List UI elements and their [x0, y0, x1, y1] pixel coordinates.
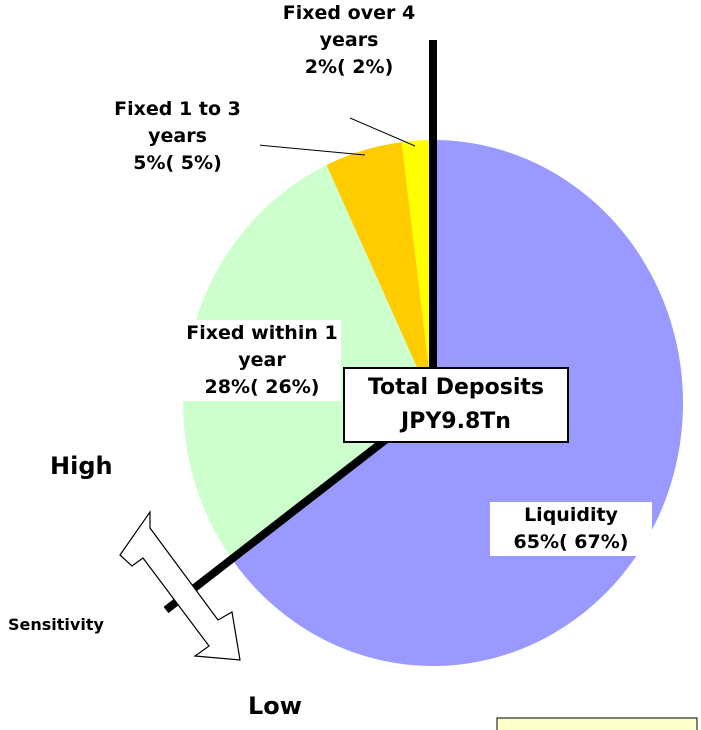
- pie-slice: [401, 140, 433, 403]
- legend-box: [496, 717, 698, 730]
- slice-label: Fixed within 1 year 28%( 26%): [183, 320, 341, 401]
- center-label: Total Deposits JPY9.8Tn: [343, 367, 569, 443]
- sensitivity-arrow: [119, 510, 241, 661]
- slice-label: Fixed over 4 years 2%( 2%): [270, 0, 428, 81]
- value-label: 5%( 5%): [133, 152, 222, 174]
- value-label: 2%( 2%): [304, 56, 394, 78]
- center-line: Total Deposits: [367, 375, 545, 400]
- low-label: Low: [248, 692, 302, 720]
- value-label: 65%( 67%): [513, 531, 629, 553]
- high-label: High: [50, 452, 113, 480]
- category-label: Liquidity: [524, 504, 618, 526]
- pie-slice: [326, 142, 433, 403]
- slice-label: Fixed 1 to 3 years 5%( 5%): [95, 96, 260, 177]
- leader-line: [257, 144, 366, 156]
- category-label: Fixed over 4 years: [282, 2, 416, 51]
- slice-label: Liquidity 65%( 67%): [490, 502, 652, 556]
- category-label: Fixed within 1 year: [186, 322, 338, 371]
- category-label: Fixed 1 to 3 years: [114, 98, 241, 147]
- leader-line: [349, 117, 416, 147]
- center-line: JPY9.8Tn: [401, 409, 511, 434]
- value-label: 28%( 26%): [204, 376, 320, 398]
- axis-label: Sensitivity: [8, 615, 104, 634]
